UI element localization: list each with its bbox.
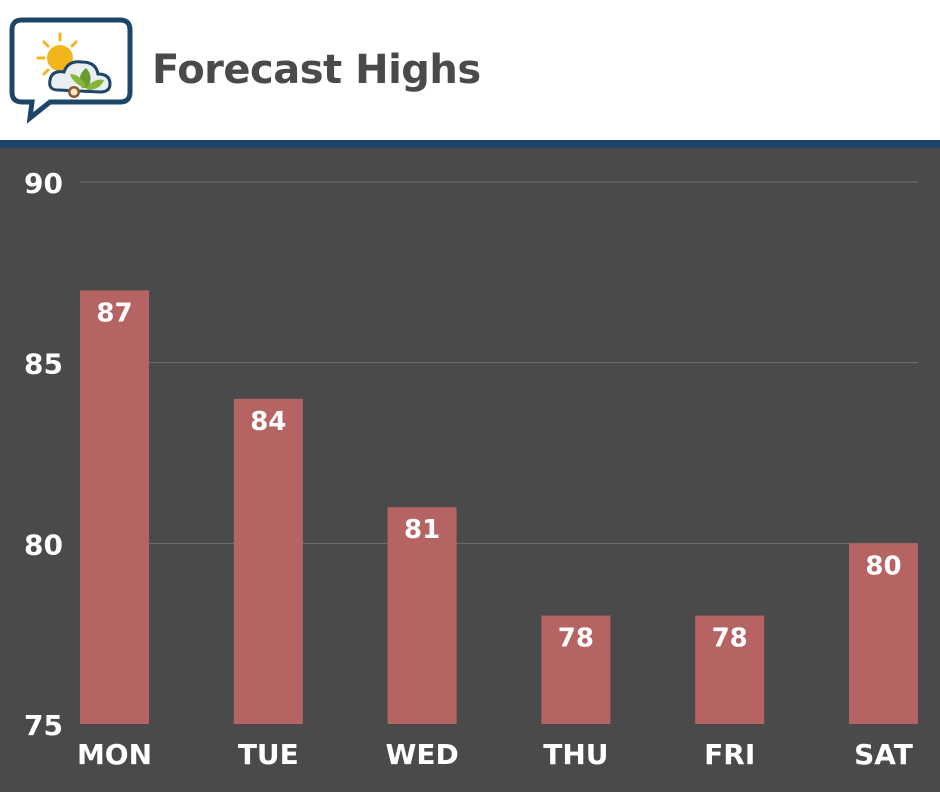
bar — [80, 290, 149, 724]
data-label: 80 — [865, 551, 901, 581]
y-tick-label: 85 — [24, 348, 63, 381]
bar — [849, 543, 918, 724]
y-tick-label: 90 — [24, 167, 63, 200]
data-label: 78 — [558, 624, 594, 654]
bar — [695, 615, 765, 724]
x-tick-label: FRI — [704, 738, 755, 771]
x-tick-label: TUE — [238, 738, 299, 771]
data-label: 78 — [712, 624, 748, 654]
bar — [541, 615, 611, 724]
data-label: 81 — [404, 515, 440, 545]
header: Forecast Highs — [0, 0, 940, 140]
y-tick-label: 80 — [24, 528, 63, 561]
bar — [233, 398, 303, 724]
page-title: Forecast Highs — [152, 47, 481, 93]
x-tick-label: WED — [385, 738, 458, 771]
x-tick-label: THU — [543, 738, 608, 771]
data-label: 87 — [96, 298, 132, 328]
bar-chart: 75 80 85 90 87 MON 84 TUE 81 WED 78 THU 78 FRI 80 SAT — [24, 167, 918, 771]
y-tick-label: 75 — [24, 709, 63, 742]
x-tick-label: SAT — [854, 738, 913, 771]
data-label: 84 — [250, 407, 286, 437]
sun-cloud-leaf-icon — [9, 17, 133, 124]
bar — [387, 507, 457, 724]
header-divider — [0, 140, 940, 148]
x-tick-label: MON — [77, 738, 152, 771]
chart-area: 75 80 85 90 87 MON 84 TUE 81 WED 78 THU 78 FRI 80 SAT — [0, 148, 940, 788]
